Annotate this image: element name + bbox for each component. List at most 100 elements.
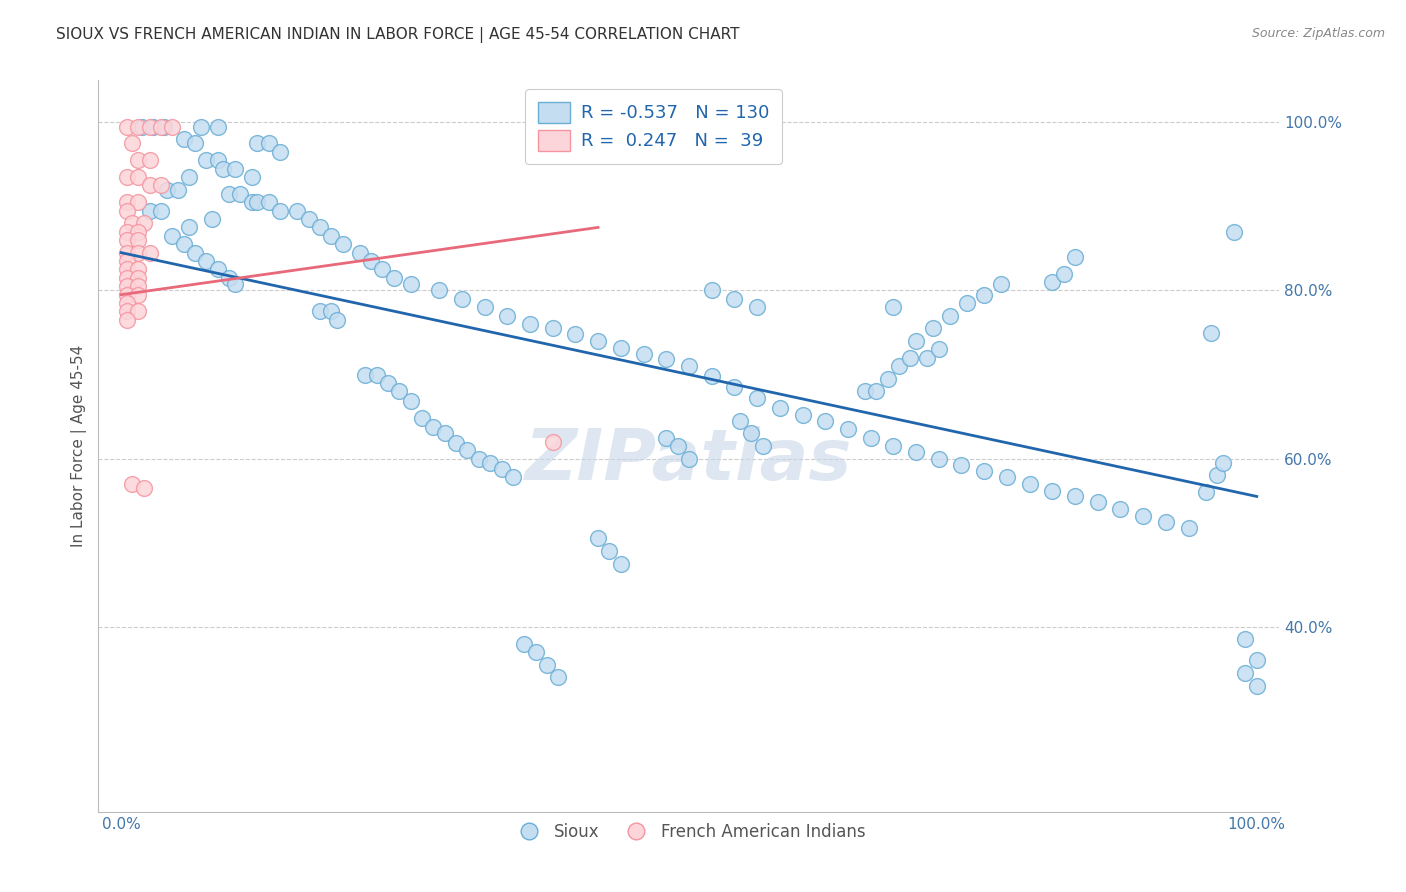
- Point: [115, 262, 138, 277]
- Point: [444, 436, 467, 450]
- Point: [115, 254, 138, 268]
- Point: [990, 277, 1012, 291]
- Point: [115, 245, 138, 260]
- Point: [1132, 508, 1154, 523]
- Point: [127, 233, 149, 247]
- Point: [928, 451, 950, 466]
- Point: [433, 426, 456, 441]
- Point: [740, 426, 762, 441]
- Point: [1154, 515, 1177, 529]
- Point: [115, 195, 138, 210]
- Point: [1206, 468, 1229, 483]
- Point: [995, 470, 1018, 484]
- Point: [149, 120, 172, 134]
- Point: [666, 439, 689, 453]
- Point: [917, 351, 939, 365]
- Point: [332, 237, 354, 252]
- Point: [127, 245, 149, 260]
- Point: [633, 346, 655, 360]
- Point: [751, 439, 773, 453]
- Point: [1195, 485, 1218, 500]
- Point: [388, 384, 411, 399]
- Point: [1223, 225, 1246, 239]
- Point: [132, 481, 155, 495]
- Legend: Sioux, French American Indians: Sioux, French American Indians: [506, 816, 872, 847]
- Point: [655, 352, 678, 367]
- Point: [1018, 476, 1040, 491]
- Point: [224, 277, 246, 291]
- Point: [127, 262, 149, 277]
- Point: [541, 434, 564, 449]
- Point: [655, 431, 678, 445]
- Point: [723, 292, 745, 306]
- Point: [905, 445, 928, 459]
- Point: [456, 443, 478, 458]
- Point: [127, 287, 149, 301]
- Point: [207, 153, 229, 168]
- Point: [240, 169, 263, 184]
- Point: [115, 225, 138, 239]
- Point: [127, 279, 149, 293]
- Text: ZIPatlas: ZIPatlas: [526, 426, 852, 495]
- Point: [115, 120, 138, 134]
- Point: [149, 178, 172, 193]
- Point: [115, 313, 138, 327]
- Point: [354, 368, 377, 382]
- Point: [745, 391, 768, 405]
- Point: [360, 254, 382, 268]
- Point: [399, 394, 422, 409]
- Point: [138, 178, 160, 193]
- Point: [1246, 653, 1268, 667]
- Point: [309, 220, 332, 235]
- Point: [928, 343, 950, 357]
- Point: [950, 458, 973, 473]
- Point: [121, 136, 143, 151]
- Point: [321, 228, 343, 243]
- Point: [212, 161, 235, 176]
- Point: [564, 327, 586, 342]
- Point: [610, 341, 633, 355]
- Point: [269, 203, 291, 218]
- Point: [524, 645, 547, 659]
- Point: [269, 145, 291, 159]
- Point: [127, 270, 149, 285]
- Point: [859, 431, 882, 445]
- Point: [700, 369, 723, 384]
- Point: [519, 317, 541, 331]
- Point: [173, 132, 195, 146]
- Point: [218, 270, 240, 285]
- Point: [149, 203, 172, 218]
- Point: [115, 203, 138, 218]
- Point: [115, 304, 138, 318]
- Point: [1064, 490, 1087, 504]
- Point: [184, 136, 207, 151]
- Point: [610, 557, 633, 571]
- Point: [474, 300, 496, 314]
- Point: [349, 245, 371, 260]
- Point: [502, 470, 524, 484]
- Point: [1201, 326, 1223, 340]
- Point: [173, 237, 195, 252]
- Point: [922, 321, 945, 335]
- Point: [246, 195, 269, 210]
- Point: [468, 451, 491, 466]
- Point: [377, 376, 399, 390]
- Point: [127, 195, 149, 210]
- Point: [195, 153, 218, 168]
- Point: [678, 359, 700, 373]
- Point: [127, 120, 149, 134]
- Y-axis label: In Labor Force | Age 45-54: In Labor Force | Age 45-54: [72, 345, 87, 547]
- Point: [939, 309, 962, 323]
- Point: [246, 136, 269, 151]
- Point: [321, 304, 343, 318]
- Point: [285, 203, 308, 218]
- Point: [257, 136, 280, 151]
- Point: [598, 544, 620, 558]
- Point: [1212, 456, 1234, 470]
- Point: [837, 422, 859, 436]
- Point: [723, 380, 745, 394]
- Point: [491, 461, 513, 475]
- Point: [1109, 502, 1132, 516]
- Point: [678, 451, 700, 466]
- Point: [541, 321, 564, 335]
